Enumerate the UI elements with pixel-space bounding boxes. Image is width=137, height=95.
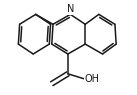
Text: N: N — [67, 4, 74, 14]
Text: OH: OH — [85, 74, 100, 84]
